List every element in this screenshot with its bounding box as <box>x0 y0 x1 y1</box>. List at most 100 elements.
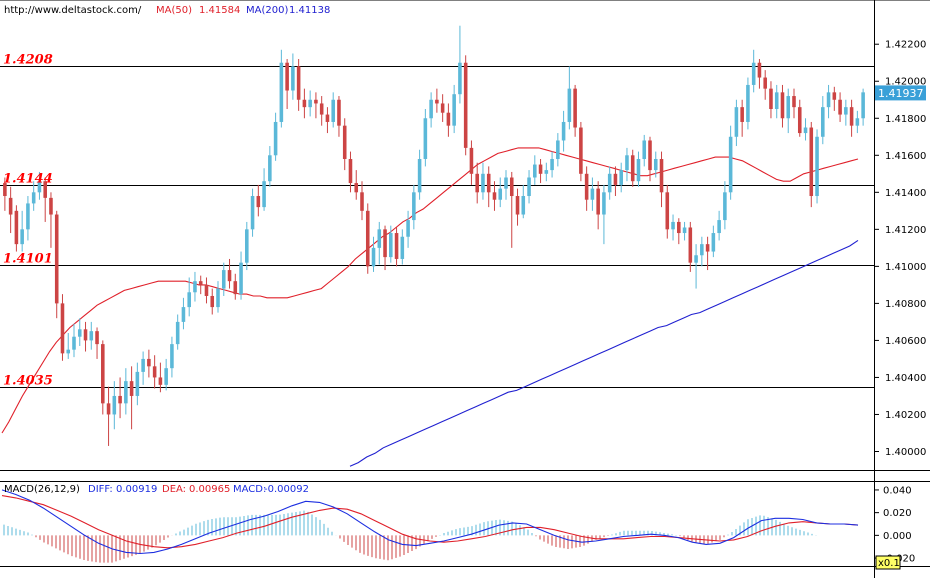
macd-diff-value: 0.00919 <box>116 484 157 495</box>
candle-bear <box>573 88 577 128</box>
candle-bear <box>596 188 600 215</box>
candle-bull <box>412 192 416 221</box>
candle-bull <box>653 158 658 171</box>
candle-bear <box>147 358 151 367</box>
candle-bear <box>365 210 370 267</box>
candle-bear <box>740 107 744 122</box>
candle-bull <box>112 395 117 415</box>
candle-bull <box>221 270 226 289</box>
candle-bull <box>498 188 503 200</box>
level-label: 1.4208 <box>3 53 53 68</box>
candle-bull <box>37 181 42 193</box>
ma50-line-group <box>1 147 859 434</box>
ma50-label: MA(50) <box>156 5 192 16</box>
candle-bull <box>717 220 721 234</box>
price-axis: 1.42200 1.42000 1.41800 1.41600 1.41400 1.412… <box>874 40 926 458</box>
macd-axis-tick-label: 0.000 <box>883 531 912 542</box>
macd-header: MACD(26,12,9) DIFF: 0.00919 DEA: 0.00965… <box>4 484 309 495</box>
candle-bull <box>682 227 687 234</box>
candle-bear <box>769 88 773 110</box>
candle-bear <box>492 192 497 200</box>
candle-bull <box>141 358 145 372</box>
price-axis-tick-label: 1.40800 <box>885 299 926 310</box>
last-price-marker: 1.41937 <box>875 85 926 101</box>
candle-bull <box>77 329 82 337</box>
candle-bull <box>66 349 71 354</box>
price-axis-tick-label: 1.41600 <box>885 151 926 162</box>
candle-bull <box>642 140 647 159</box>
candle-bull <box>239 262 243 295</box>
price-axis-tick-label: 1.41400 <box>885 188 926 199</box>
candle-bear <box>383 229 387 258</box>
candle-bull <box>751 62 756 85</box>
zoom-indicator[interactable]: x0.1 <box>875 555 901 570</box>
candle-bear <box>613 173 618 185</box>
candle-bull <box>861 92 865 119</box>
candle-bear <box>757 62 762 78</box>
candle-bear <box>342 125 347 159</box>
candle-bull <box>481 173 485 193</box>
candle-bear <box>83 329 88 341</box>
ma200-line-group <box>349 239 859 467</box>
last-price-box <box>875 85 926 101</box>
candle-bull <box>193 281 197 293</box>
candle-bear <box>256 196 261 208</box>
candle-bear <box>838 99 842 115</box>
candle-bull <box>504 177 508 189</box>
candle-bull <box>527 177 531 197</box>
candle-bull <box>458 62 462 95</box>
macd-dea-value: 0.00965 <box>189 484 230 495</box>
candle-bull <box>803 127 808 134</box>
candle-bear <box>54 214 59 304</box>
candle-bull <box>181 307 186 322</box>
candle-bear <box>14 210 19 245</box>
candle-bull <box>855 118 860 126</box>
price-axis-tick-label: 1.42200 <box>885 40 926 51</box>
candle-bear <box>198 281 203 285</box>
candle-bear <box>435 99 439 104</box>
candle-bull <box>406 220 410 237</box>
candle-bear <box>809 127 814 197</box>
price-axis-tick-label: 1.40600 <box>885 336 926 347</box>
price-axis-tick-label: 1.41200 <box>885 225 926 236</box>
chart-header: http://www.deltastock.com/ MA(50) 1.4158… <box>4 5 330 16</box>
zoom-box[interactable] <box>875 555 901 570</box>
candle-bull <box>164 368 168 385</box>
candle-bull <box>786 96 791 119</box>
candle-bull <box>20 229 24 245</box>
candle-bull <box>728 136 733 193</box>
candle-bear <box>579 127 583 174</box>
source-url: http://www.deltastock.com/ <box>4 5 142 16</box>
candle-bull <box>746 84 750 122</box>
candle-bear <box>677 221 681 234</box>
candle-bull <box>170 344 174 369</box>
candle-bear <box>792 96 796 108</box>
support-resistance-levels <box>0 66 874 388</box>
candle-bull <box>429 99 433 119</box>
candle-bear <box>158 377 163 385</box>
candle-bear <box>486 173 491 193</box>
candle-bull <box>567 88 572 122</box>
candle-bear <box>210 295 215 308</box>
candle-bull <box>550 158 554 171</box>
candle-bull <box>389 233 393 258</box>
candle-bear <box>302 99 307 108</box>
candle-bull <box>561 121 566 141</box>
candle-bull <box>175 321 180 345</box>
macd-diff-label: DIFF: <box>88 484 113 495</box>
candle-bull <box>533 164 537 178</box>
candle-bear <box>360 192 364 211</box>
candle-bear <box>446 112 451 126</box>
ma50-line <box>1 147 859 434</box>
candle-bear <box>106 403 111 415</box>
macd-dea-label: DEA: <box>162 484 186 495</box>
candle-bull <box>377 229 382 248</box>
price-axis-tick-label: 1.41800 <box>885 114 926 125</box>
candle-bear <box>705 244 710 252</box>
candle-bear <box>648 140 652 171</box>
candle-bear <box>763 77 767 89</box>
macd-axis-tick-label: 0.020 <box>883 508 912 519</box>
ma200-value: 1.41138 <box>289 5 330 16</box>
candle-bull <box>135 371 140 396</box>
candle-bear <box>688 227 693 263</box>
